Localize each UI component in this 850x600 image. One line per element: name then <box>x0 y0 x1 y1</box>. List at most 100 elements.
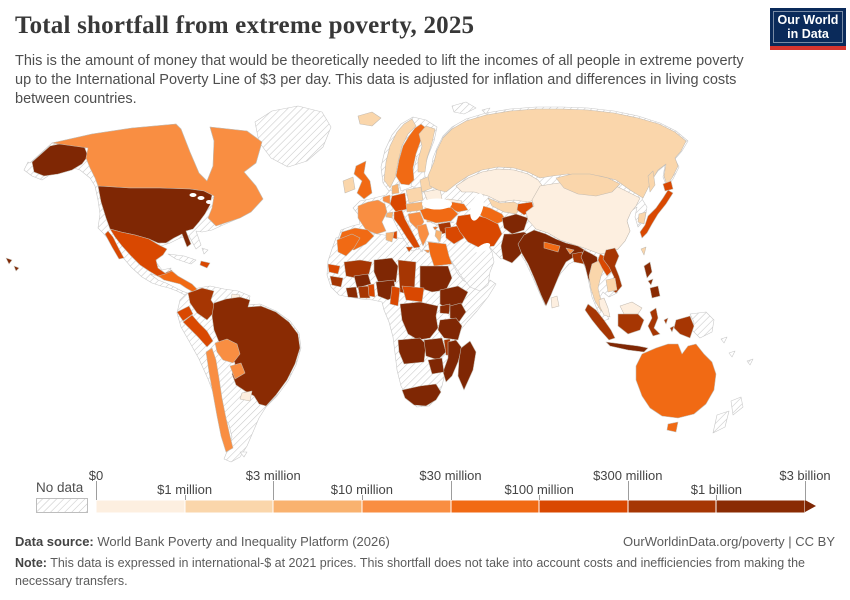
country-italy[interactable] <box>393 209 421 249</box>
country-russia[interactable] <box>427 108 687 199</box>
country-morocco[interactable] <box>336 233 361 257</box>
country-switzerland[interactable] <box>385 211 394 219</box>
country-svalbard-2[interactable] <box>481 107 491 115</box>
country-denmark[interactable] <box>391 183 400 195</box>
island-sulawesi[interactable] <box>647 307 661 337</box>
country-new-zealand-south[interactable] <box>712 410 730 434</box>
country-greenland[interactable] <box>254 105 332 168</box>
country-egypt[interactable] <box>427 241 453 267</box>
country-hawaii[interactable] <box>5 257 13 265</box>
island-moluccas[interactable] <box>669 325 675 333</box>
country-angola[interactable] <box>397 337 427 365</box>
country-mali[interactable] <box>343 259 373 279</box>
country-ecuador[interactable] <box>176 305 194 322</box>
region-borneo-malaysia[interactable] <box>619 301 643 315</box>
country-sudan[interactable] <box>419 265 453 293</box>
country-mozambique[interactable] <box>442 339 463 383</box>
region-indonesian-papua[interactable] <box>673 315 695 339</box>
country-peru[interactable] <box>182 314 214 348</box>
country-cambodia[interactable] <box>605 277 618 293</box>
region-central-america[interactable] <box>157 270 198 293</box>
country-philippines-mindanao[interactable] <box>649 285 661 299</box>
country-taiwan[interactable] <box>640 246 647 256</box>
country-uruguay[interactable] <box>239 390 253 402</box>
owid-logo[interactable]: Our World in Data <box>770 8 846 50</box>
country-burkina-faso[interactable] <box>353 273 372 289</box>
country-italy-sicily[interactable] <box>405 246 414 253</box>
owid-url-link[interactable]: OurWorldinData.org/poverty <box>623 534 785 549</box>
legend-no-data-swatch[interactable] <box>36 498 88 513</box>
region-baja-california[interactable] <box>104 230 125 260</box>
country-zimbabwe[interactable] <box>427 357 445 375</box>
country-malaysia-peninsula[interactable] <box>598 297 611 318</box>
country-madagascar[interactable] <box>457 340 477 391</box>
country-papua-new-guinea[interactable] <box>689 311 715 339</box>
country-poland[interactable] <box>405 186 424 204</box>
legend-bin-5[interactable] <box>539 500 628 513</box>
country-hawaii[interactable] <box>13 265 20 272</box>
legend-bar[interactable] <box>96 500 805 513</box>
legend-bin-6[interactable] <box>627 500 717 513</box>
legend-bin-7[interactable] <box>716 500 805 513</box>
country-ivory-coast[interactable] <box>345 286 359 299</box>
country-philippines-luzon[interactable] <box>643 261 653 279</box>
island-moluccas[interactable] <box>663 317 669 325</box>
country-south-africa[interactable] <box>401 383 442 407</box>
pacific-island[interactable] <box>728 350 736 358</box>
country-chile[interactable] <box>205 347 234 453</box>
country-philippines-visayas[interactable] <box>647 278 654 286</box>
country-ghana[interactable] <box>357 285 371 299</box>
island-sumatra[interactable] <box>584 303 616 341</box>
country-bahamas[interactable] <box>201 247 209 255</box>
country-france[interactable] <box>357 199 388 235</box>
country-niger[interactable] <box>373 257 399 287</box>
country-mongolia[interactable] <box>555 173 621 197</box>
region-togo-benin[interactable] <box>367 283 376 298</box>
legend-bin-1[interactable] <box>184 500 274 513</box>
legend-bin-4[interactable] <box>450 500 540 513</box>
country-south-korea[interactable] <box>637 211 647 225</box>
region-kalimantan[interactable] <box>617 313 645 335</box>
country-japan-hokkaido[interactable] <box>662 180 674 192</box>
legend-bin-0[interactable] <box>96 500 185 513</box>
country-drc[interactable] <box>399 301 439 341</box>
country-china[interactable] <box>525 179 641 255</box>
country-cuba[interactable] <box>167 253 197 265</box>
country-hispaniola[interactable] <box>199 260 211 269</box>
region-israel-jordan[interactable] <box>434 229 443 243</box>
country-japan[interactable] <box>639 189 674 239</box>
country-new-zealand-north[interactable] <box>730 396 744 416</box>
country-australia[interactable] <box>635 343 717 419</box>
region-benelux[interactable] <box>382 194 391 205</box>
country-falklands[interactable] <box>239 451 248 458</box>
country-sri-lanka[interactable] <box>550 295 560 309</box>
country-iran[interactable] <box>455 213 503 249</box>
country-cyprus[interactable] <box>432 226 439 231</box>
license-link[interactable]: CC BY <box>795 534 835 549</box>
country-paraguay[interactable] <box>229 362 246 380</box>
country-iceland[interactable] <box>357 111 382 127</box>
country-finland[interactable] <box>417 125 436 173</box>
country-bhutan[interactable] <box>565 247 575 255</box>
country-cameroon[interactable] <box>389 285 401 307</box>
country-central-african-republic[interactable] <box>401 285 425 303</box>
country-bolivia[interactable] <box>214 338 241 364</box>
country-norway[interactable] <box>383 118 417 189</box>
legend-no-data[interactable]: No data <box>36 468 90 518</box>
country-zambia[interactable] <box>423 337 447 361</box>
country-russia-sakhalin[interactable] <box>647 170 656 193</box>
island-java[interactable] <box>605 341 649 353</box>
country-kenya[interactable] <box>449 302 467 323</box>
country-nepal[interactable] <box>543 241 561 253</box>
country-tunisia[interactable] <box>385 231 395 243</box>
country-senegal[interactable] <box>327 263 341 275</box>
region-tasmania[interactable] <box>666 421 679 433</box>
country-svalbard[interactable] <box>451 101 477 115</box>
region-caucasus[interactable] <box>449 201 469 213</box>
legend-bin-3[interactable] <box>361 500 451 513</box>
pacific-island[interactable] <box>746 358 754 366</box>
country-afghanistan[interactable] <box>501 213 529 235</box>
country-ireland[interactable] <box>342 176 356 194</box>
country-tanzania[interactable] <box>437 317 463 341</box>
country-greece[interactable] <box>416 223 430 247</box>
